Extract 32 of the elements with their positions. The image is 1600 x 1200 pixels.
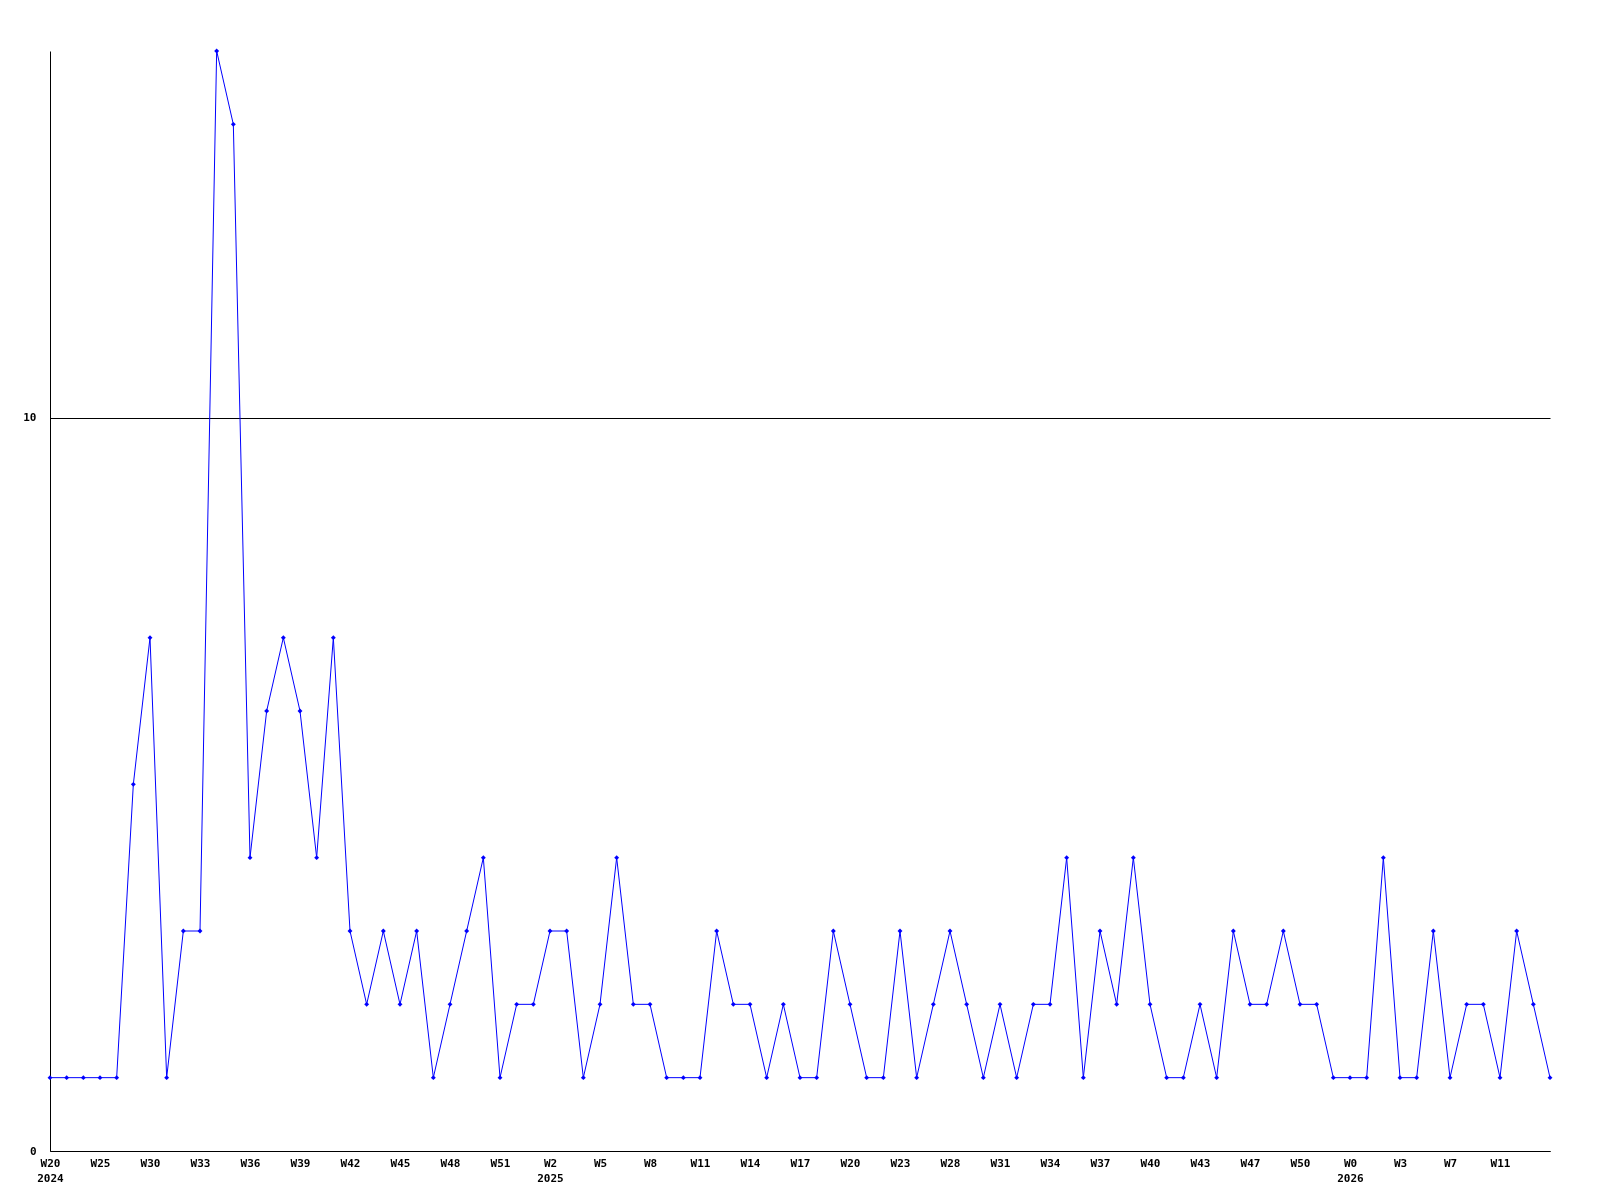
x-tick-label: W11	[1490, 1156, 1511, 1170]
x-tick-label: W28	[940, 1156, 961, 1170]
x-tick-label: W30	[140, 1156, 161, 1170]
x-tick-label: W11	[690, 1156, 711, 1170]
x-tick-label: W8	[643, 1156, 658, 1170]
x-tick-label: W40	[1140, 1156, 1161, 1170]
x-tick-label: W2 2025	[537, 1156, 564, 1185]
x-tick-label: W3	[1393, 1156, 1408, 1170]
x-tick-label: W33	[190, 1156, 211, 1170]
y-tick-label: 10	[23, 411, 37, 425]
x-tick-label: W36	[240, 1156, 261, 1170]
x-tick-label: W43	[1190, 1156, 1211, 1170]
x-tick-label: W7	[1443, 1156, 1458, 1170]
x-tick-label: W0 2026	[1337, 1156, 1365, 1185]
x-tick-label: W23	[890, 1156, 911, 1170]
x-tick-label: W17	[790, 1156, 811, 1170]
x-tick-label: W39	[290, 1156, 311, 1170]
x-tick-label: W50	[1290, 1156, 1311, 1170]
x-tick-label: W47	[1240, 1156, 1261, 1170]
x-tick-label: W5	[593, 1156, 608, 1170]
x-tick-label: W37	[1090, 1156, 1111, 1170]
x-tick-label: W42	[340, 1156, 361, 1170]
x-tick-label: W48	[440, 1156, 461, 1170]
x-tick-label: W45	[390, 1156, 411, 1170]
x-tick-label: W20	[840, 1156, 861, 1170]
x-tick-label: W14	[740, 1156, 761, 1170]
y-tick-label: 0	[29, 1144, 37, 1158]
x-tick-label: W20 2024	[37, 1156, 65, 1185]
x-tick-label: W25	[90, 1156, 111, 1170]
x-tick-label: W51	[490, 1156, 511, 1170]
x-tick-label: W31	[990, 1156, 1011, 1170]
x-tick-label: W34	[1040, 1156, 1061, 1170]
